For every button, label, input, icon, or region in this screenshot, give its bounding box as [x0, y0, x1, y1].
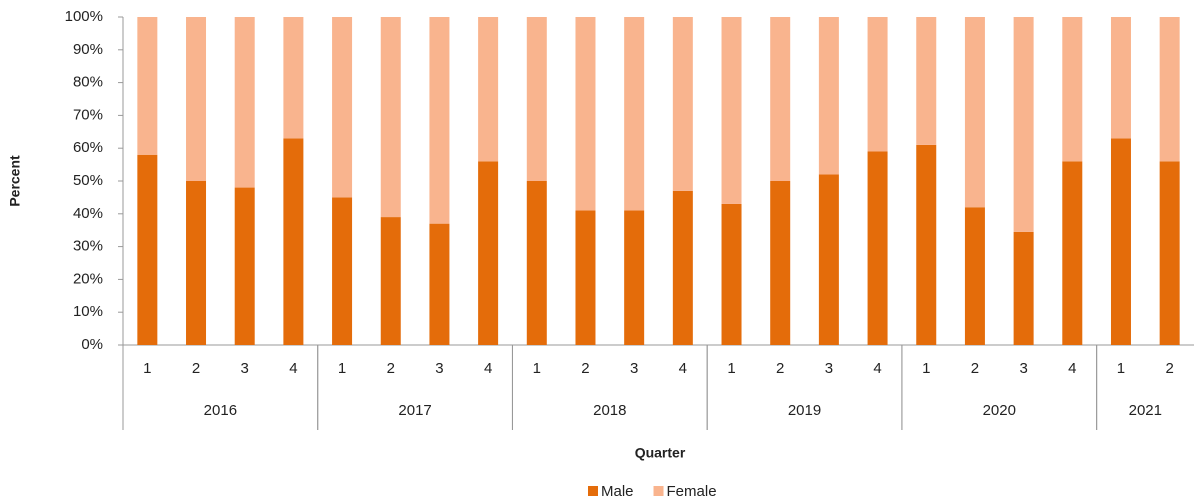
bar-segment: [1013, 17, 1034, 232]
x-tick-label: 1: [533, 360, 541, 377]
bar-segment: [721, 203, 742, 345]
bar-segment: [770, 17, 791, 181]
x-tick-label: 2: [971, 360, 979, 377]
bar-segment: [526, 181, 547, 345]
x-tick-label: 3: [1019, 360, 1027, 377]
y-tick-label: 80%: [73, 74, 103, 91]
bar-segment: [1159, 161, 1180, 345]
bar-segment: [575, 210, 596, 345]
x-tick-label: 4: [873, 360, 881, 377]
bar-segment: [526, 17, 547, 181]
x-tick-label: 3: [825, 360, 833, 377]
x-tick-label: 4: [679, 360, 687, 377]
bar-segment: [186, 181, 207, 345]
x-tick-label: 4: [1068, 360, 1076, 377]
bar-segment: [770, 181, 791, 345]
x-tick-label: 3: [435, 360, 443, 377]
bar-segment: [429, 223, 450, 345]
y-axis-label: Percent: [7, 155, 23, 207]
bar-segment: [867, 151, 888, 345]
x-tick-label: 2: [192, 360, 200, 377]
y-tick-label: 40%: [73, 205, 103, 222]
bar-segment: [234, 187, 255, 345]
bar-segment: [867, 17, 888, 152]
legend-label: Female: [667, 483, 717, 500]
bar-segment: [575, 17, 596, 211]
bar-segment: [283, 138, 304, 345]
x-tick-label: 1: [143, 360, 151, 377]
bar-segment: [624, 210, 645, 345]
x-tick-label: 1: [727, 360, 735, 377]
bar-segment: [332, 197, 353, 345]
x-tick-label: 4: [289, 360, 297, 377]
x-tick-label: 2: [776, 360, 784, 377]
y-tick-label: 10%: [73, 303, 103, 320]
bar-segment: [1110, 138, 1131, 345]
bar-segment: [1159, 17, 1180, 162]
bar-segment: [818, 17, 839, 175]
bar-segment: [380, 17, 401, 218]
bar-segment: [672, 190, 693, 345]
bar-segment: [332, 17, 353, 198]
y-tick-label: 20%: [73, 270, 103, 287]
bar-segment: [1013, 231, 1034, 345]
bar-segment: [137, 154, 158, 345]
bar-segment: [964, 17, 985, 208]
bar-segment: [916, 144, 937, 345]
bar-segment: [380, 217, 401, 345]
y-tick-label: 70%: [73, 106, 103, 123]
x-tick-label: 1: [338, 360, 346, 377]
group-label: 2021: [1129, 402, 1162, 419]
bar-segment: [624, 17, 645, 211]
x-tick-label: 4: [484, 360, 492, 377]
legend-swatch: [653, 486, 664, 496]
group-label: 2018: [593, 402, 626, 419]
bar-segment: [137, 17, 158, 155]
bar-segment: [478, 17, 499, 162]
bar-segment: [186, 17, 207, 181]
bar-segment: [818, 174, 839, 345]
bar-segment: [429, 17, 450, 224]
group-label: 2017: [398, 402, 431, 419]
bar-segment: [283, 17, 304, 139]
y-tick-label: 0%: [81, 336, 103, 353]
bar-segment: [672, 17, 693, 191]
y-tick-label: 30%: [73, 238, 103, 255]
y-tick-label: 90%: [73, 41, 103, 58]
x-tick-label: 2: [387, 360, 395, 377]
bar-segment: [964, 207, 985, 345]
bar-segment: [916, 17, 937, 145]
bar-segment: [721, 17, 742, 204]
group-label: 2020: [983, 402, 1016, 419]
x-tick-label: 2: [1165, 360, 1173, 377]
bar-segment: [234, 17, 255, 188]
x-tick-label: 2: [581, 360, 589, 377]
group-label: 2019: [788, 402, 821, 419]
bar-segment: [1110, 17, 1131, 139]
x-axis-label: Quarter: [635, 445, 686, 461]
y-tick-label: 60%: [73, 139, 103, 156]
x-tick-label: 3: [630, 360, 638, 377]
x-tick-label: 3: [241, 360, 249, 377]
legend-label: Male: [601, 483, 634, 500]
legend-swatch: [588, 486, 598, 496]
bar-segment: [1062, 161, 1083, 345]
x-tick-label: 1: [1117, 360, 1125, 377]
group-label: 2016: [204, 402, 237, 419]
bar-segment: [1062, 17, 1083, 162]
bar-segment: [478, 161, 499, 345]
x-tick-label: 1: [922, 360, 930, 377]
y-tick-label: 100%: [65, 8, 103, 25]
y-tick-label: 50%: [73, 172, 103, 189]
